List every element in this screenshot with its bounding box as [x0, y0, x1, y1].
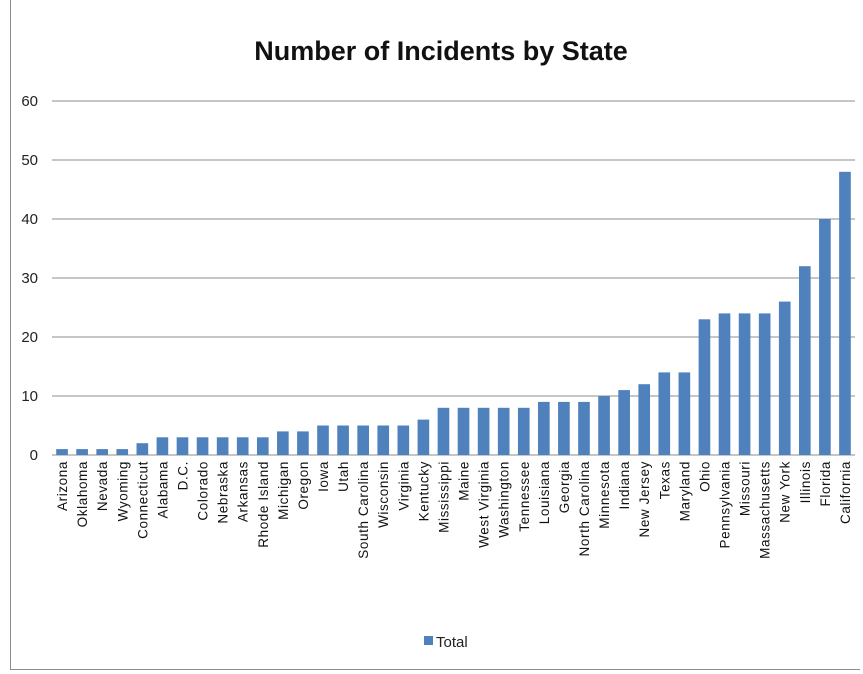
x-tick-label: Rhode Island	[256, 461, 271, 548]
bar	[136, 443, 149, 455]
bar	[377, 425, 390, 455]
bar	[798, 266, 811, 455]
chart-frame	[10, 0, 860, 670]
bar	[76, 449, 88, 455]
x-tick-label: Georgia	[557, 461, 572, 513]
bar	[417, 419, 430, 455]
bar	[297, 431, 309, 455]
x-tick-label: Arkansas	[236, 461, 251, 522]
x-tick-label: California	[838, 461, 853, 524]
bar	[638, 384, 651, 455]
x-tick-label: Minnesota	[597, 461, 612, 529]
bar	[176, 437, 189, 455]
x-tick-label: Virginia	[396, 461, 411, 511]
x-tick-label: Connecticut	[135, 461, 150, 539]
x-tick-label: Iowa	[316, 461, 331, 492]
legend: Total	[424, 634, 468, 651]
x-tick-label: Colorado	[196, 461, 211, 521]
x-axis-ticks: Arizona Oklahoma Nevada Wyoming Connecticut A…	[55, 461, 853, 559]
bar	[839, 171, 851, 456]
bar	[477, 407, 490, 455]
x-tick-label: Michigan	[276, 461, 291, 520]
bar	[256, 437, 269, 455]
bar	[758, 313, 771, 455]
bar	[457, 407, 470, 455]
x-tick-label: North Carolina	[577, 461, 592, 556]
x-tick-label: Nevada	[95, 461, 110, 511]
bar	[738, 313, 751, 455]
y-tick-label: 20	[21, 329, 38, 346]
x-tick-label: Kentucky	[416, 461, 431, 521]
x-tick-label: Pennsylvania	[718, 461, 733, 549]
bar	[337, 425, 349, 455]
x-tick-label: New York	[778, 461, 793, 523]
bar	[618, 390, 630, 455]
bar	[437, 407, 450, 455]
x-tick-label: Florida	[818, 461, 833, 506]
bar	[698, 319, 711, 455]
chart-title: Number of Incidents by State	[254, 36, 628, 66]
bar	[718, 313, 731, 455]
y-axis-ticks: 0 10 20 30 40 50 60	[21, 93, 38, 464]
bar	[678, 372, 691, 455]
x-tick-label: Mississippi	[436, 461, 451, 533]
bar	[96, 449, 109, 455]
x-tick-label: Oklahoma	[75, 461, 90, 527]
bar	[517, 407, 530, 455]
bar	[819, 219, 831, 455]
bar	[156, 437, 169, 455]
gridlines	[52, 100, 855, 456]
y-tick-label: 0	[30, 447, 38, 464]
bar	[357, 425, 369, 455]
x-tick-label: South Carolina	[356, 461, 371, 559]
y-tick-label: 10	[21, 388, 38, 405]
bar	[538, 401, 550, 455]
y-tick-label: 40	[21, 211, 38, 228]
bar	[497, 407, 510, 455]
y-tick-label: 60	[21, 93, 38, 110]
x-tick-label: Wisconsin	[376, 461, 391, 528]
x-tick-label: Maine	[457, 461, 472, 501]
legend-label-total: Total	[436, 634, 468, 651]
bar	[658, 372, 671, 455]
x-tick-label: Wyoming	[115, 461, 130, 521]
x-tick-label: Ohio	[697, 461, 712, 492]
x-tick-label: Nebraska	[216, 461, 231, 524]
x-tick-label: Missouri	[738, 461, 753, 516]
bar	[116, 449, 129, 455]
x-tick-label: Oregon	[296, 461, 311, 510]
x-tick-label: Utah	[336, 461, 351, 492]
bar	[317, 425, 329, 455]
x-tick-label: Maryland	[677, 461, 692, 521]
x-tick-label: West Virginia	[477, 461, 492, 548]
x-tick-label: Indiana	[617, 461, 632, 510]
bar	[578, 401, 590, 455]
x-tick-label: Washington	[497, 461, 512, 538]
bar	[778, 301, 791, 455]
x-tick-label: Arizona	[55, 461, 70, 511]
bar	[397, 425, 410, 455]
bar	[216, 437, 229, 455]
y-tick-label: 30	[21, 270, 38, 287]
x-tick-label: Massachusetts	[758, 461, 773, 559]
x-tick-label: Texas	[657, 461, 672, 499]
legend-swatch	[424, 636, 433, 645]
bar	[558, 401, 570, 455]
bars	[56, 171, 851, 456]
x-tick-label: Alabama	[155, 461, 170, 518]
bar	[56, 449, 68, 455]
bar	[598, 396, 610, 455]
bar	[196, 437, 209, 455]
x-tick-label: Illinois	[798, 461, 813, 503]
x-tick-label: New Jersey	[637, 461, 652, 538]
bar	[277, 431, 289, 455]
x-tick-label: D.C.	[175, 461, 190, 490]
bar	[236, 437, 249, 455]
x-tick-label: Tennessee	[517, 461, 532, 532]
x-tick-label: Louisiana	[537, 461, 552, 524]
y-tick-label: 50	[21, 152, 38, 169]
